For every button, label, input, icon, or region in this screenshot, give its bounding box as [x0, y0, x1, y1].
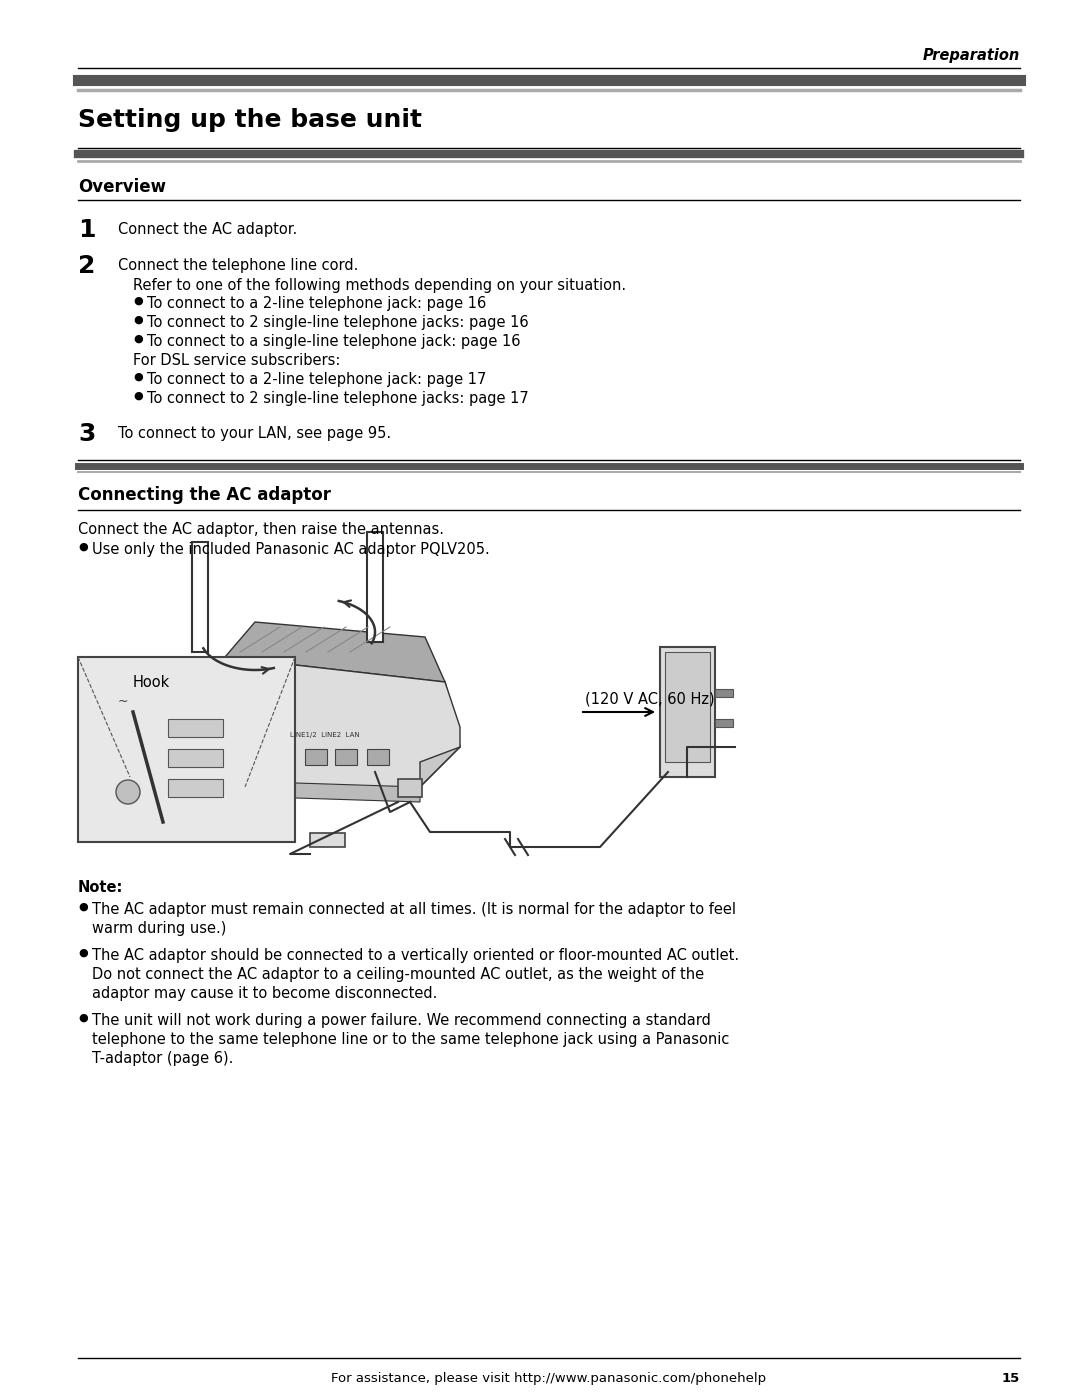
Text: ●: ●	[78, 949, 87, 958]
Polygon shape	[100, 657, 460, 787]
Bar	[715, 689, 733, 697]
Bar	[78, 657, 295, 842]
Text: 2: 2	[78, 254, 95, 278]
Text: 3: 3	[78, 422, 95, 446]
Text: 15: 15	[1002, 1372, 1020, 1384]
Text: Use only the included Panasonic AC adaptor PQLV205.: Use only the included Panasonic AC adapt…	[92, 542, 489, 557]
Text: Connecting the AC adaptor: Connecting the AC adaptor	[78, 486, 330, 504]
Bar	[660, 647, 715, 777]
Text: Hook: Hook	[133, 675, 171, 690]
Bar	[168, 719, 222, 738]
Text: Setting up the base unit: Setting up the base unit	[78, 108, 422, 131]
Text: Note:: Note:	[78, 880, 123, 895]
Text: To connect to a single-line telephone jack: page 16: To connect to a single-line telephone ja…	[147, 334, 521, 349]
Text: ~: ~	[118, 694, 129, 708]
Text: T-adaptor (page 6).: T-adaptor (page 6).	[92, 1051, 233, 1066]
Text: To connect to 2 single-line telephone jacks: page 16: To connect to 2 single-line telephone ja…	[147, 314, 528, 330]
Text: ●: ●	[133, 296, 143, 306]
Polygon shape	[110, 777, 420, 802]
Text: The unit will not work during a power failure. We recommend connecting a standar: The unit will not work during a power fa…	[92, 1013, 711, 1028]
Text: ●: ●	[78, 902, 87, 912]
Bar	[665, 652, 710, 761]
Text: warm during use.): warm during use.)	[92, 921, 227, 936]
Text: Do not connect the AC adaptor to a ceiling-mounted AC outlet, as the weight of t: Do not connect the AC adaptor to a ceili…	[92, 967, 704, 982]
Text: To connect to a 2-line telephone jack: page 16: To connect to a 2-line telephone jack: p…	[147, 296, 486, 312]
Text: Preparation: Preparation	[922, 47, 1020, 63]
Bar	[399, 780, 422, 798]
Bar	[715, 719, 733, 726]
Text: Overview: Overview	[78, 177, 166, 196]
Text: (120 V AC, 60 Hz): (120 V AC, 60 Hz)	[585, 692, 715, 705]
Bar	[367, 749, 389, 766]
Text: ●: ●	[78, 1013, 87, 1023]
Bar	[168, 780, 222, 798]
Text: The AC adaptor should be connected to a vertically oriented or floor-mounted AC : The AC adaptor should be connected to a …	[92, 949, 739, 963]
Text: adaptor may cause it to become disconnected.: adaptor may cause it to become disconnec…	[92, 986, 437, 1002]
Bar	[335, 749, 357, 766]
Text: LINE1/2  LINE2  LAN: LINE1/2 LINE2 LAN	[291, 732, 360, 738]
Text: Connect the AC adaptor.: Connect the AC adaptor.	[118, 222, 297, 237]
Text: ●: ●	[133, 372, 143, 381]
Text: ●: ●	[133, 391, 143, 401]
Text: ●: ●	[78, 542, 87, 552]
Bar	[305, 749, 327, 766]
Circle shape	[257, 754, 273, 770]
Text: To connect to 2 single-line telephone jacks: page 17: To connect to 2 single-line telephone ja…	[147, 391, 529, 407]
Text: For assistance, please visit http://www.panasonic.com/phonehelp: For assistance, please visit http://www.…	[332, 1372, 767, 1384]
Text: telephone to the same telephone line or to the same telephone jack using a Panas: telephone to the same telephone line or …	[92, 1032, 729, 1046]
Text: For DSL service subscribers:: For DSL service subscribers:	[133, 353, 340, 367]
Bar	[192, 542, 208, 652]
Text: Connect the telephone line cord.: Connect the telephone line cord.	[118, 258, 359, 272]
Text: ●: ●	[133, 314, 143, 326]
Text: 1: 1	[78, 218, 95, 242]
Polygon shape	[225, 622, 445, 682]
Bar	[168, 749, 222, 767]
Text: The AC adaptor must remain connected at all times. (It is normal for the adaptor: The AC adaptor must remain connected at …	[92, 902, 735, 916]
Text: To connect to your LAN, see page 95.: To connect to your LAN, see page 95.	[118, 426, 391, 441]
Text: Connect the AC adaptor, then raise the antennas.: Connect the AC adaptor, then raise the a…	[78, 522, 444, 536]
Text: Refer to one of the following methods depending on your situation.: Refer to one of the following methods de…	[133, 278, 626, 293]
Bar	[367, 532, 383, 643]
Text: To connect to a 2-line telephone jack: page 17: To connect to a 2-line telephone jack: p…	[147, 372, 486, 387]
Bar	[310, 833, 345, 847]
Text: ●: ●	[133, 334, 143, 344]
Circle shape	[116, 780, 140, 805]
Polygon shape	[100, 657, 460, 787]
